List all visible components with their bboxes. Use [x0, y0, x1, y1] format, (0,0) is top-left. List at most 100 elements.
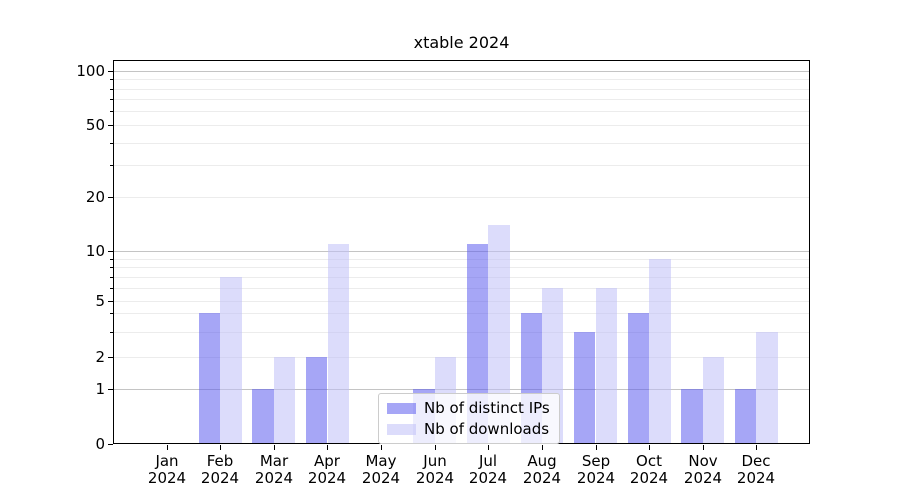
legend-item-downloads: Nb of downloads	[387, 421, 550, 437]
gridline-minor	[114, 267, 809, 268]
y-tick-label: 1	[95, 380, 105, 398]
bar-distinct-ips	[734, 388, 757, 444]
x-tick	[756, 445, 757, 450]
gridline-minor	[114, 197, 809, 198]
x-tick	[649, 445, 650, 450]
x-tick	[167, 445, 168, 450]
x-tick	[596, 445, 597, 450]
x-tick-label: Jul 2024	[453, 453, 523, 487]
x-tick-label-year: 2024	[522, 469, 562, 487]
y-tick-minor	[110, 143, 113, 144]
x-tick-label-year: 2024	[147, 469, 187, 487]
gridline-minor	[114, 313, 809, 314]
x-tick	[488, 445, 489, 450]
y-tick-label: 2	[95, 348, 105, 366]
gridline-minor	[114, 332, 809, 333]
x-tick	[703, 445, 704, 450]
bar-distinct-ips	[252, 388, 274, 444]
bar-distinct-ips	[681, 388, 703, 444]
bar-distinct-ips	[198, 313, 221, 444]
y-tick-minor	[110, 79, 113, 80]
bar-downloads	[273, 356, 296, 444]
x-tick-label-year: 2024	[307, 469, 347, 487]
x-tick-label-year: 2024	[254, 469, 294, 487]
gridline-minor	[114, 259, 809, 260]
gridline-minor	[114, 165, 809, 166]
gridline-minor	[114, 357, 809, 358]
x-tick-label: Oct 2024	[614, 453, 684, 487]
x-tick-label: May 2024	[346, 453, 416, 487]
y-tick-minor	[110, 99, 113, 100]
gridline-minor	[114, 301, 809, 302]
x-tick-label-year: 2024	[415, 469, 455, 487]
y-tick-major	[108, 389, 113, 390]
bar-downloads	[595, 287, 617, 444]
x-tick-label-year: 2024	[736, 469, 776, 487]
bar-distinct-ips	[627, 313, 650, 444]
x-tick	[381, 445, 382, 450]
gridline-major	[114, 251, 809, 252]
y-tick-minor	[110, 89, 113, 90]
gridline-minor	[114, 125, 809, 126]
x-tick	[220, 445, 221, 450]
legend-swatch-distinct-ips	[387, 402, 416, 414]
y-tick-major	[108, 444, 113, 445]
x-tick-label: Apr 2024	[292, 453, 362, 487]
x-tick-label-year: 2024	[361, 469, 401, 487]
x-tick-label: Jan 2024	[132, 453, 202, 487]
chart-title: xtable 2024	[413, 33, 510, 52]
y-tick-major	[108, 125, 113, 126]
gridline-minor	[114, 79, 809, 80]
gridline-minor	[114, 288, 809, 289]
y-tick-major	[108, 301, 113, 302]
y-tick-minor	[110, 313, 113, 314]
bar-distinct-ips	[574, 331, 596, 444]
y-tick-label: 20	[85, 188, 105, 206]
x-tick-label: Aug 2024	[507, 453, 577, 487]
x-tick-label: Dec 2024	[721, 453, 791, 487]
x-tick-label-year: 2024	[200, 469, 240, 487]
y-tick-minor	[110, 259, 113, 260]
y-tick-major	[108, 197, 113, 198]
bar-downloads	[488, 225, 510, 444]
bar-downloads	[702, 356, 725, 444]
y-tick-minor	[110, 165, 113, 166]
x-tick-label-year: 2024	[576, 469, 616, 487]
legend-item-distinct-ips: Nb of distinct IPs	[387, 400, 550, 416]
legend-label-distinct-ips: Nb of distinct IPs	[424, 399, 550, 417]
bar-downloads	[327, 243, 349, 444]
x-tick-label-year: 2024	[468, 469, 508, 487]
y-tick-label: 5	[95, 292, 105, 310]
bar-distinct-ips	[306, 356, 328, 444]
x-tick	[327, 445, 328, 450]
x-tick	[435, 445, 436, 450]
y-tick-label: 50	[85, 116, 105, 134]
legend: Nb of distinct IPs Nb of downloads	[378, 393, 560, 444]
legend-swatch-downloads	[387, 423, 416, 435]
x-tick	[274, 445, 275, 450]
y-tick-major	[108, 251, 113, 252]
y-tick-major	[108, 357, 113, 358]
bar-downloads	[220, 276, 242, 444]
y-tick-minor	[110, 111, 113, 112]
y-tick-label: 0	[95, 435, 105, 453]
y-tick-major	[108, 71, 113, 72]
gridline-minor	[114, 89, 809, 90]
bar-downloads	[649, 258, 671, 444]
y-tick-minor	[110, 288, 113, 289]
x-tick-label: Feb 2024	[185, 453, 255, 487]
x-tick-label-year: 2024	[683, 469, 723, 487]
y-tick-minor	[110, 277, 113, 278]
gridline-major	[114, 389, 809, 390]
gridline-minor	[114, 277, 809, 278]
bar-downloads	[756, 331, 778, 444]
legend-label-downloads: Nb of downloads	[424, 420, 550, 438]
gridline-minor	[114, 99, 809, 100]
gridline-major	[114, 71, 809, 72]
y-tick-label: 10	[85, 242, 105, 260]
gridline-minor	[114, 111, 809, 112]
gridline-minor	[114, 143, 809, 144]
x-tick-label-year: 2024	[629, 469, 669, 487]
x-tick	[542, 445, 543, 450]
